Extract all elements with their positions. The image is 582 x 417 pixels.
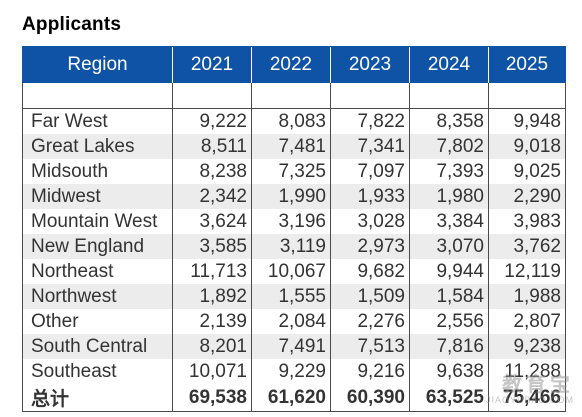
- value-cell: 10,067: [251, 259, 331, 284]
- header-row: Region 2021 2022 2023 2024 2025: [22, 46, 566, 83]
- value-cell: 3,070: [409, 234, 489, 259]
- watermark-text: 教育宝: [502, 374, 574, 396]
- region-cell: Northwest: [22, 284, 173, 309]
- value-cell: 3,119: [251, 234, 331, 259]
- total-value-cell: 60,390: [330, 384, 410, 412]
- value-cell: 2,290: [488, 184, 566, 209]
- value-cell: 7,481: [251, 134, 331, 159]
- value-cell: 9,638: [409, 359, 489, 384]
- value-cell: 7,513: [330, 334, 410, 359]
- value-cell: 1,933: [330, 184, 410, 209]
- value-cell: 2,084: [251, 309, 331, 334]
- watermark-subtext: JIAOYUBAO.COM: [485, 395, 574, 405]
- value-cell: 1,892: [172, 284, 252, 309]
- value-cell: 8,511: [172, 134, 252, 159]
- value-cell: 3,028: [330, 209, 410, 234]
- value-cell: 1,555: [251, 284, 331, 309]
- value-cell: 7,325: [251, 159, 331, 184]
- value-cell: 7,816: [409, 334, 489, 359]
- table-row: Far West 9,222 8,083 7,822 8,358 9,948: [22, 108, 566, 134]
- region-cell: Far West: [22, 108, 173, 134]
- value-cell: 7,822: [330, 108, 410, 134]
- value-cell: 8,238: [172, 159, 252, 184]
- value-cell: 7,393: [409, 159, 489, 184]
- value-cell: 9,216: [330, 359, 410, 384]
- watermark-logo: 教育宝 JIAOYUBAO.COM: [486, 375, 574, 405]
- region-cell: Midwest: [22, 184, 173, 209]
- value-cell: 9,948: [488, 108, 566, 134]
- region-cell: New England: [22, 234, 173, 259]
- total-value-cell: 61,620: [251, 384, 331, 412]
- value-cell: 9,025: [488, 159, 566, 184]
- total-value-cell: 69,538: [172, 384, 252, 412]
- value-cell: 2,973: [330, 234, 410, 259]
- value-cell: 2,342: [172, 184, 252, 209]
- value-cell: 10,071: [172, 359, 252, 384]
- region-cell: Other: [22, 309, 173, 334]
- value-cell: 2,556: [409, 309, 489, 334]
- table-row: Southeast 10,071 9,229 9,216 9,638 11,288: [22, 359, 566, 384]
- value-cell: 2,139: [172, 309, 252, 334]
- value-cell: 2,276: [330, 309, 410, 334]
- value-cell: 1,584: [409, 284, 489, 309]
- value-cell: 7,491: [251, 334, 331, 359]
- table-row: Mountain West 3,624 3,196 3,028 3,384 3,983: [22, 209, 566, 234]
- table-row: Midsouth 8,238 7,325 7,097 7,393 9,025: [22, 159, 566, 184]
- column-header-region: Region: [22, 46, 173, 83]
- value-cell: 3,624: [172, 209, 252, 234]
- table-row: Great Lakes 8,511 7,481 7,341 7,802 9,018: [22, 134, 566, 159]
- table-title: Applicants: [22, 14, 122, 35]
- region-cell: Southeast: [22, 359, 173, 384]
- value-cell: 9,018: [488, 134, 566, 159]
- table-row: South Central 8,201 7,491 7,513 7,816 9,238: [22, 334, 566, 359]
- value-cell: 12,119: [488, 259, 566, 284]
- value-cell: 3,983: [488, 209, 566, 234]
- value-cell: 3,384: [409, 209, 489, 234]
- total-row: 总计 69,538 61,620 60,390 63,525 75,466: [22, 384, 566, 412]
- region-cell: Midsouth: [22, 159, 173, 184]
- value-cell: 7,097: [330, 159, 410, 184]
- column-header-year: 2022: [251, 46, 331, 83]
- value-cell: 1,988: [488, 284, 566, 309]
- column-header-year: 2021: [172, 46, 252, 83]
- value-cell: 7,341: [330, 134, 410, 159]
- total-label: 总计: [22, 384, 173, 412]
- region-cell: Mountain West: [22, 209, 173, 234]
- region-cell: Great Lakes: [22, 134, 173, 159]
- value-cell: 9,229: [251, 359, 331, 384]
- total-value-cell: 63,525: [409, 384, 489, 412]
- value-cell: 8,358: [409, 108, 489, 134]
- value-cell: 1,509: [330, 284, 410, 309]
- value-cell: 9,682: [330, 259, 410, 284]
- total-value-cell: 75,466: [488, 384, 566, 412]
- applicants-table: Region 2021 2022 2023 2024 2025 Far West…: [22, 46, 566, 412]
- value-cell: 3,762: [488, 234, 566, 259]
- value-cell: 1,980: [409, 184, 489, 209]
- column-header-year: 2024: [409, 46, 489, 83]
- value-cell: 11,713: [172, 259, 252, 284]
- table-row: Northwest 1,892 1,555 1,509 1,584 1,988: [22, 284, 566, 309]
- value-cell: 3,585: [172, 234, 252, 259]
- region-cell: Northeast: [22, 259, 173, 284]
- value-cell: 2,807: [488, 309, 566, 334]
- header-spacer: [22, 83, 566, 109]
- column-header-year: 2025: [488, 46, 566, 83]
- value-cell: 9,238: [488, 334, 566, 359]
- value-cell: 7,802: [409, 134, 489, 159]
- table-row: Northeast 11,713 10,067 9,682 9,944 12,119: [22, 259, 566, 284]
- region-cell: South Central: [22, 334, 173, 359]
- table-row: New England 3,585 3,119 2,973 3,070 3,762: [22, 234, 566, 259]
- value-cell: 9,222: [172, 108, 252, 134]
- value-cell: 3,196: [251, 209, 331, 234]
- value-cell: 8,201: [172, 334, 252, 359]
- value-cell: 1,990: [251, 184, 331, 209]
- value-cell: 9,944: [409, 259, 489, 284]
- value-cell: 11,288: [488, 359, 566, 384]
- value-cell: 8,083: [251, 108, 331, 134]
- column-header-year: 2023: [330, 46, 410, 83]
- table-row: Midwest 2,342 1,990 1,933 1,980 2,290: [22, 184, 566, 209]
- table-row: Other 2,139 2,084 2,276 2,556 2,807: [22, 309, 566, 334]
